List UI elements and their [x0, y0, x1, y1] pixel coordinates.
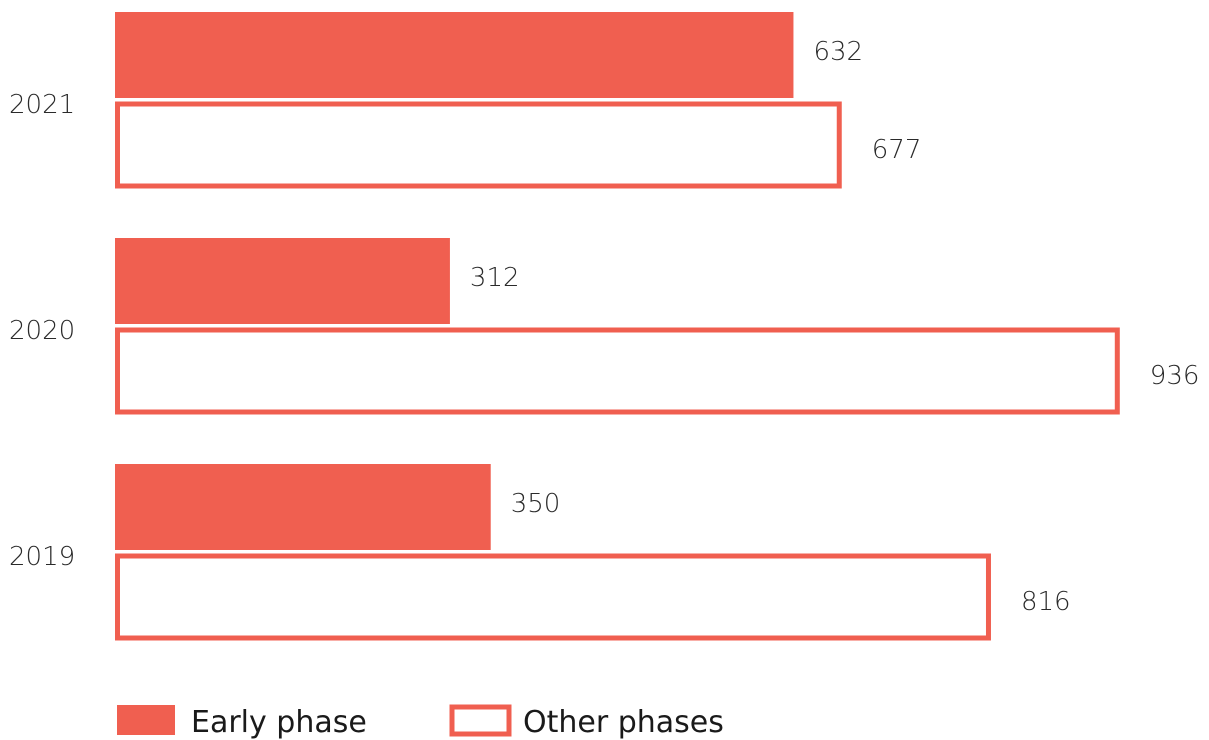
value-label-early-phase-2021: 632 — [813, 37, 863, 67]
category-labels: 2021 2020 2019 — [9, 90, 75, 572]
bar-other-phases-2019 — [115, 553, 991, 641]
category-label-2021: 2021 — [9, 90, 75, 120]
legend-swatch-other-phases — [449, 704, 512, 737]
value-label-other-phases-2020: 936 — [1150, 361, 1200, 391]
legend-swatch-early-phase — [117, 705, 175, 735]
bar-early-phase-2019 — [115, 464, 491, 550]
bar-early-phase-2021 — [115, 12, 794, 98]
bar-early-phase-2020 — [115, 238, 450, 324]
bar-other-phases-2021 — [115, 101, 842, 189]
value-label-early-phase-2020: 312 — [470, 263, 520, 293]
legend-label-other-phases: Other phases — [523, 705, 724, 740]
category-label-2020: 2020 — [9, 316, 75, 346]
legend-label-early-phase: Early phase — [191, 705, 367, 740]
value-label-other-phases-2019: 816 — [1021, 587, 1071, 617]
legend: Early phase Other phases — [117, 704, 724, 740]
bar-other-phases-2020 — [115, 327, 1120, 415]
category-label-2019: 2019 — [9, 542, 75, 572]
bars-layer — [115, 12, 1120, 641]
value-labels: 632 677 312 936 350 816 — [470, 37, 1200, 617]
value-label-other-phases-2021: 677 — [872, 135, 922, 165]
value-label-early-phase-2019: 350 — [511, 489, 561, 519]
